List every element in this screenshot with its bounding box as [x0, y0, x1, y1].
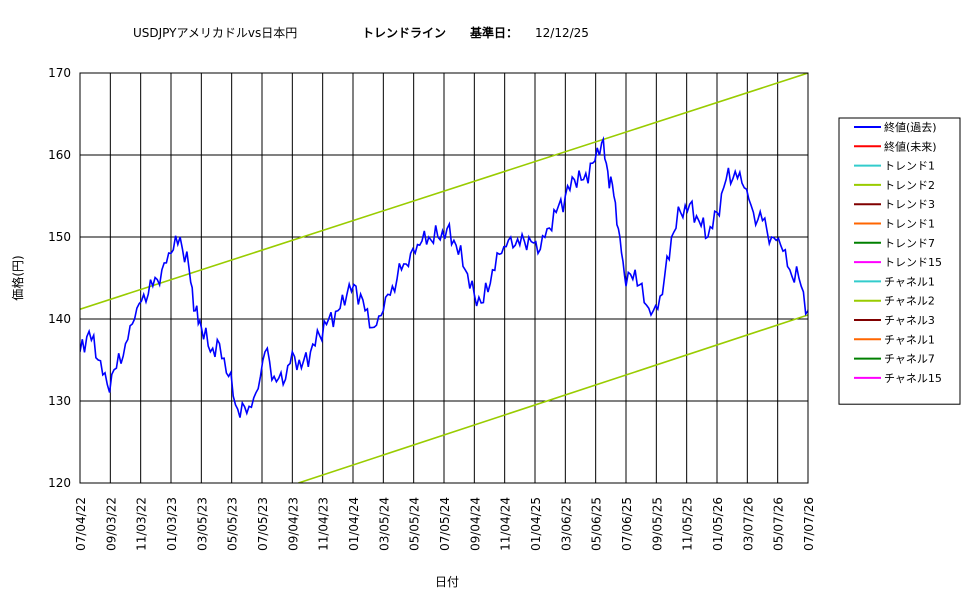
legend-label: チャネル1	[884, 275, 935, 288]
x-tick-label: 11/03/22	[135, 497, 149, 551]
x-tick-label: 05/05/23	[226, 497, 240, 551]
legend-label: チャネル15	[884, 372, 942, 385]
legend-label: トレンド7	[884, 237, 935, 250]
x-tick-label: 07/04/22	[74, 497, 88, 551]
legend-label: 終値(未来)	[884, 139, 937, 153]
x-tick-label: 07/07/26	[802, 497, 816, 551]
legend-label: トレンド15	[884, 256, 942, 269]
legend-label: チャネル1	[884, 333, 935, 346]
x-tick-label: 01/04/25	[529, 497, 543, 551]
x-tick-label: 01/04/24	[347, 497, 361, 551]
x-tick-label: 09/04/23	[286, 497, 300, 551]
plot-border	[79, 72, 809, 484]
x-axis-label: 日付	[435, 575, 459, 589]
series-line	[966, 177, 975, 272]
legend-label: チャネル2	[884, 295, 935, 308]
x-tick-label: 09/04/24	[468, 497, 482, 551]
x-tick-label: 01/03/23	[165, 497, 179, 551]
y-tick-label: 130	[48, 394, 71, 408]
x-tick-label: 05/07/26	[772, 497, 786, 551]
y-tick-label: 150	[48, 230, 71, 244]
legend-label: トレンド2	[884, 179, 935, 192]
chart-title-trendline: トレンドライン	[362, 26, 446, 40]
series-line	[80, 136, 808, 418]
x-tick-label: 11/04/24	[499, 497, 513, 551]
x-tick-label: 11/04/23	[317, 497, 331, 551]
y-tick-label: 120	[48, 476, 71, 490]
x-tick-label: 07/06/25	[620, 497, 634, 551]
x-tick-label: 03/07/26	[741, 497, 755, 551]
x-tick-label: 03/05/24	[377, 497, 391, 551]
x-tick-label: 03/06/25	[559, 497, 573, 551]
x-tick-label: 07/05/23	[256, 497, 270, 551]
x-tick-label: 11/05/25	[681, 497, 695, 551]
legend-label: チャネル7	[884, 353, 935, 366]
y-axis-label: 価格(円)	[10, 255, 25, 300]
chart-title-symbol: USDJPYアメリカドルvs日本円	[133, 26, 297, 40]
legend-label: 終値(過去)	[884, 120, 937, 134]
chart-title-base-date: 12/12/25	[535, 26, 589, 40]
chart-title-base-date-label: 基準日：	[469, 25, 518, 40]
x-tick-label: 09/05/25	[650, 497, 664, 551]
series-line	[298, 314, 808, 483]
y-tick-label: 170	[48, 66, 71, 80]
series-group	[80, 73, 975, 483]
series-line	[80, 73, 808, 310]
x-tick-label: 07/05/24	[438, 497, 452, 551]
plot-area: 120 130 140 150 160 170 07/04/22 09/03/22 11/03/…	[48, 66, 975, 551]
x-tick-label: 05/06/25	[590, 497, 604, 551]
y-tick-label: 160	[48, 148, 71, 162]
x-tick-label: 03/05/23	[195, 497, 209, 551]
legend-label: トレンド1	[884, 160, 935, 173]
x-tick-label: 09/03/22	[104, 497, 118, 551]
legend-label: トレンド1	[884, 218, 935, 231]
series-line	[966, 194, 975, 290]
x-tick-label: 05/05/24	[408, 497, 422, 551]
x-tick-label: 01/05/26	[711, 497, 725, 551]
y-tick-label: 140	[48, 312, 71, 326]
legend-label: チャネル3	[884, 314, 935, 327]
legend-label: トレンド3	[884, 198, 935, 211]
legend: 終値(過去) 終値(未来) トレンド1 トレンド2 トレンド3 トレンド1 トレンド7 トレン…	[838, 117, 961, 405]
